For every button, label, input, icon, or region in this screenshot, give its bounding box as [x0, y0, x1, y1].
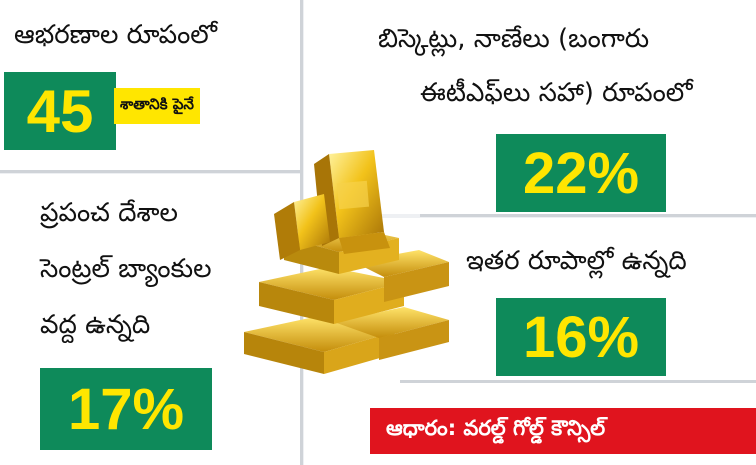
- central-banks-percent-box: 17%: [40, 368, 212, 450]
- central-banks-label-1: ప్రపంచ దేశాల: [40, 198, 178, 228]
- bars-coins-percent: 22%: [522, 140, 640, 206]
- bars-coins-label-2: ఈటీఎఫ్‌లు సహా) రూపంలో: [420, 78, 693, 108]
- bottom-right-divider: [400, 380, 756, 383]
- bars-coins-percent-box: 22%: [496, 134, 666, 212]
- jewelry-percent: 45: [26, 77, 94, 145]
- jewelry-label: ఆభరణాల రూపంలో: [14, 20, 218, 50]
- jewelry-suffix-tag: శాతానికి పైనే: [114, 88, 200, 124]
- other-percent-box: 16%: [496, 298, 666, 376]
- central-banks-label-3: వద్ద ఉన్నది: [40, 310, 151, 340]
- jewelry-percent-box: 45: [4, 72, 116, 150]
- gold-bars-illustration: [244, 150, 449, 374]
- left-horizontal-divider: [0, 170, 300, 173]
- other-label: ఇతర రూపాల్లో ఉన్నది: [466, 246, 687, 276]
- other-percent: 16%: [522, 304, 640, 370]
- central-banks-percent: 17%: [67, 376, 185, 442]
- right-horizontal-divider: [420, 214, 756, 217]
- central-banks-label-2: సెంట్రల్ బ్యాంకుల: [40, 254, 212, 284]
- bars-coins-label-1: బిస్కెట్లు, నాణేలు (బంగారు: [378, 24, 650, 54]
- source-bar: ఆధారం: వరల్డ్ గోల్డ్ కౌన్సిల్: [370, 408, 756, 454]
